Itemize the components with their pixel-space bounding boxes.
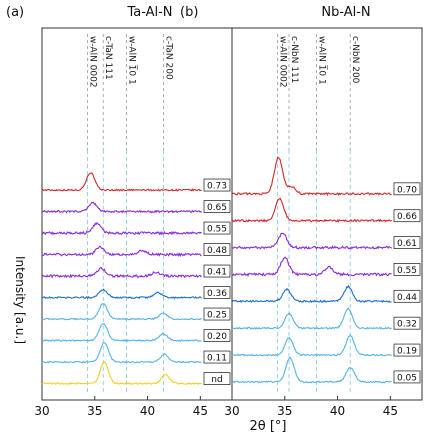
diffractogram-series-0.19 [231, 333, 392, 357]
series-tag-box [203, 200, 231, 213]
reference-line-label: c-NbN 111 [289, 36, 299, 83]
diffractogram-series-0.73 [41, 172, 202, 192]
series-tag-label: 0.73 [207, 182, 227, 192]
diffractogram-series-0.61 [231, 232, 392, 250]
reference-line-label: w-AlN 0002 [87, 36, 97, 88]
diffractogram-series-0.11 [41, 341, 202, 364]
diffractogram-series-nd [41, 360, 202, 386]
series-tag-label: 0.19 [397, 347, 417, 357]
series-tag-box [393, 370, 421, 384]
series-tag-box [203, 286, 231, 299]
x-tick-label: 30 [224, 404, 239, 418]
plot-frame [231, 27, 423, 401]
x-tick-label: 30 [34, 404, 49, 418]
diffractogram-series-0.44 [231, 284, 392, 304]
series-tag-box [203, 221, 231, 235]
panel-label: (a) [6, 5, 24, 20]
diffractogram-series-0.41 [41, 266, 202, 279]
series-tag-label: 0.25 [207, 311, 227, 321]
x-tick-label: 35 [87, 404, 102, 418]
series-tag-box [393, 236, 421, 249]
series-tag-box [393, 182, 421, 196]
x-tick-label: 40 [140, 404, 155, 418]
series-tag-box [393, 263, 421, 276]
series-tag-label: 0.11 [207, 354, 227, 364]
x-tick-label: 45 [193, 404, 208, 418]
series-tag-box [393, 289, 421, 303]
series-tag-label: 0.55 [397, 266, 417, 276]
panel-title: Nb-Al-N [321, 5, 370, 20]
diffractogram-series-0.70 [231, 156, 392, 197]
series-tag-label: 0.55 [207, 225, 227, 235]
diffractogram-series-0.32 [231, 307, 392, 330]
y-axis-label: Intensity [a.u.] [13, 256, 27, 344]
series-tag-label: 0.44 [397, 293, 417, 303]
series-tag-label: 0.65 [207, 203, 227, 213]
series-tag-box [393, 209, 421, 223]
series-tag-box [203, 264, 231, 278]
diffractogram-series-0.20 [41, 323, 202, 343]
series-tag-label: nd [211, 375, 222, 385]
diffractogram-series-0.36 [41, 288, 203, 300]
x-tick-label: 35 [277, 404, 292, 418]
series-tag-label: 0.48 [207, 246, 227, 256]
series-tag-label: 0.70 [397, 185, 417, 195]
series-tag-label: 0.41 [207, 268, 227, 278]
diffractogram-series-0.65 [41, 201, 203, 214]
series-tag-box [393, 343, 421, 357]
x-tick-label: 40 [330, 404, 345, 418]
series-tag-box [203, 350, 231, 364]
series-tag-label: 0.36 [207, 289, 227, 299]
series-tag-label: 0.32 [397, 320, 417, 330]
reference-line-label: c-TaN 111 [103, 36, 113, 80]
series-tag-label: 0.20 [207, 332, 227, 342]
diffractogram-series-0.05 [231, 356, 392, 384]
series-tag-box [203, 178, 231, 192]
diffractogram-series-0.48 [41, 245, 202, 258]
series-tag-label: 0.66 [397, 212, 417, 222]
diffractogram-series-0.25 [41, 303, 202, 321]
reference-line-label: c-TaN 200 [163, 36, 173, 80]
series-tag-box [393, 316, 421, 330]
panel-title: Ta-Al-N [126, 5, 172, 20]
diffractogram-series-0.55 [231, 256, 392, 277]
series-tag-box [203, 329, 231, 342]
diffractogram-series-0.55 [41, 221, 202, 236]
panel-label: (b) [180, 5, 198, 20]
series-tag-box [203, 307, 231, 321]
panel-a-ta-al-n: (a) Ta-Al-N c-TaN 200 w-AlN 1̅0 1 c-TaN 111 w… [6, 5, 233, 418]
series-tag-box [203, 372, 231, 385]
reference-line-label: c-NbN 200 [350, 36, 360, 84]
x-tick-label: 45 [383, 404, 398, 418]
series-tag-label: 0.61 [397, 239, 417, 249]
x-axis-label: 2θ [°] [249, 419, 286, 434]
diffractogram-series-0.66 [231, 197, 392, 223]
reference-line-label: w-AlN 1̅0 1 [316, 36, 328, 85]
reference-line-label: w-AlN 0002 [277, 36, 287, 88]
reference-line-label: w-AlN 1̅0 1 [126, 36, 138, 85]
panel-b-nb-al-n: (b) Nb-Al-N c-NbN 200 w-AlN 1̅0 1 c-NbN 111w… [180, 5, 423, 418]
series-tag-box [203, 243, 231, 256]
series-tag-label: 0.05 [397, 373, 417, 383]
